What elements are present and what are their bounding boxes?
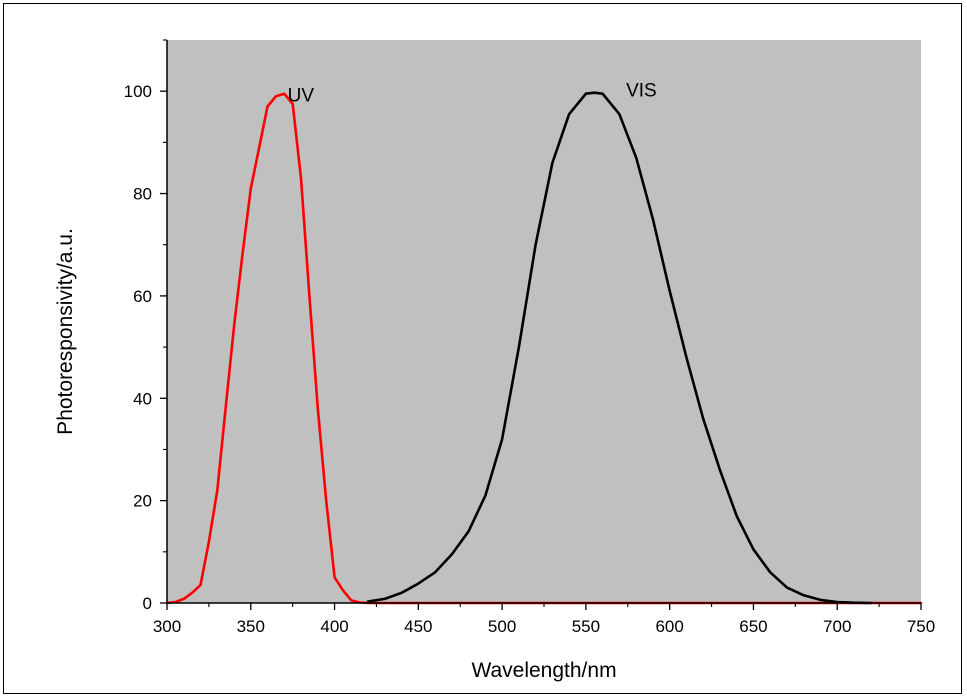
labels-layer: UV VIS [288,80,657,106]
x-tick-label: 450 [404,617,432,636]
x-tick-label: 550 [572,617,600,636]
ticks-layer: 300 350 400 450 500 550 600 650 700 750 0 20 40 60 80 1… [124,39,935,636]
series-label-vis: VIS [626,80,657,101]
x-tick-label: 750 [907,617,935,636]
x-tick-label: 300 [153,617,181,636]
y-tick-label: 80 [133,185,152,204]
x-tick-label: 350 [237,617,265,636]
y-axis-title: Photoresponsivity/a.u. [54,228,77,435]
y-tick-label: 0 [143,594,152,613]
y-tick-label: 40 [133,389,152,408]
y-tick-label: 60 [133,287,152,306]
x-tick-label: 400 [320,617,348,636]
x-tick-label: 650 [739,617,767,636]
x-tick-label: 600 [655,617,683,636]
x-tick-label: 700 [823,617,851,636]
plot-area [167,40,921,603]
x-axis-title: Wavelength/nm [471,659,616,682]
series-line-vis [366,91,873,605]
y-tick-label: 100 [124,82,152,101]
series-label-uv: UV [288,85,315,106]
y-tick-label: 20 [133,492,152,511]
x-tick-label: 500 [488,617,516,636]
